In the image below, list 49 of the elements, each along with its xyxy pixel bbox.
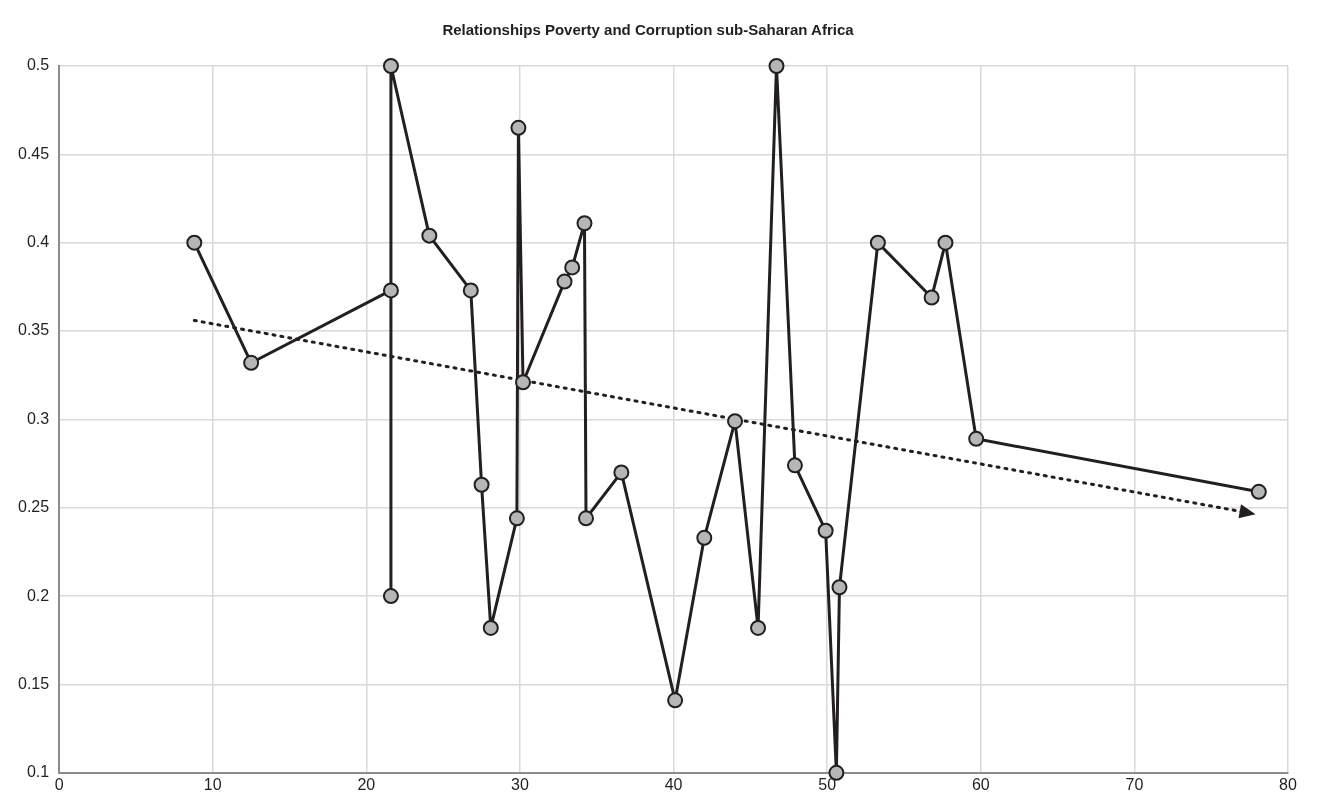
point <box>382 58 399 74</box>
point <box>482 619 499 636</box>
point <box>869 234 886 251</box>
x-tick-label: 60 <box>971 775 990 793</box>
y-tick-label: 0.15 <box>18 674 50 692</box>
point <box>786 457 803 474</box>
point <box>421 227 438 244</box>
point <box>564 259 581 276</box>
point <box>667 692 684 709</box>
point <box>750 619 767 636</box>
x-tick-label: 70 <box>1125 775 1144 793</box>
point <box>578 510 595 527</box>
y-tick-label: 0.45 <box>18 144 50 162</box>
y-tick-label: 0.2 <box>26 586 50 604</box>
y-tick-label: 0.4 <box>26 233 50 251</box>
x-tick-label: 10 <box>203 775 222 793</box>
y-tick-label: 0.1 <box>26 763 50 781</box>
point <box>968 430 985 447</box>
point <box>473 476 490 493</box>
point <box>515 374 532 391</box>
y-tick-label: 0.3 <box>26 409 50 427</box>
point <box>817 522 834 539</box>
point <box>462 282 479 299</box>
x-tick-label: 30 <box>511 775 529 793</box>
point <box>576 215 593 232</box>
x-tick-label: 50 <box>818 775 837 793</box>
y-tick-label: 0.25 <box>18 498 50 516</box>
x-tick-label: 20 <box>357 775 376 793</box>
point <box>186 234 203 251</box>
point <box>382 282 399 299</box>
point <box>831 579 848 596</box>
point <box>243 354 260 371</box>
point <box>696 529 713 546</box>
point <box>510 119 527 136</box>
point <box>727 413 744 430</box>
x-tick-label: 80 <box>1279 775 1297 793</box>
point <box>1250 483 1267 500</box>
x-tick-label: 0 <box>54 775 64 793</box>
y-tick-label: 0.5 <box>26 56 50 74</box>
point <box>508 510 525 527</box>
point <box>923 289 940 306</box>
y-tick-label: 0.35 <box>18 321 50 339</box>
point <box>937 234 954 251</box>
point <box>382 588 399 605</box>
x-tick-label: 40 <box>664 775 683 793</box>
point <box>613 464 630 481</box>
point <box>768 58 785 74</box>
point <box>556 273 573 290</box>
chart-title: Relationships Poverty and Corruption sub-Saharan Africa <box>442 21 855 39</box>
